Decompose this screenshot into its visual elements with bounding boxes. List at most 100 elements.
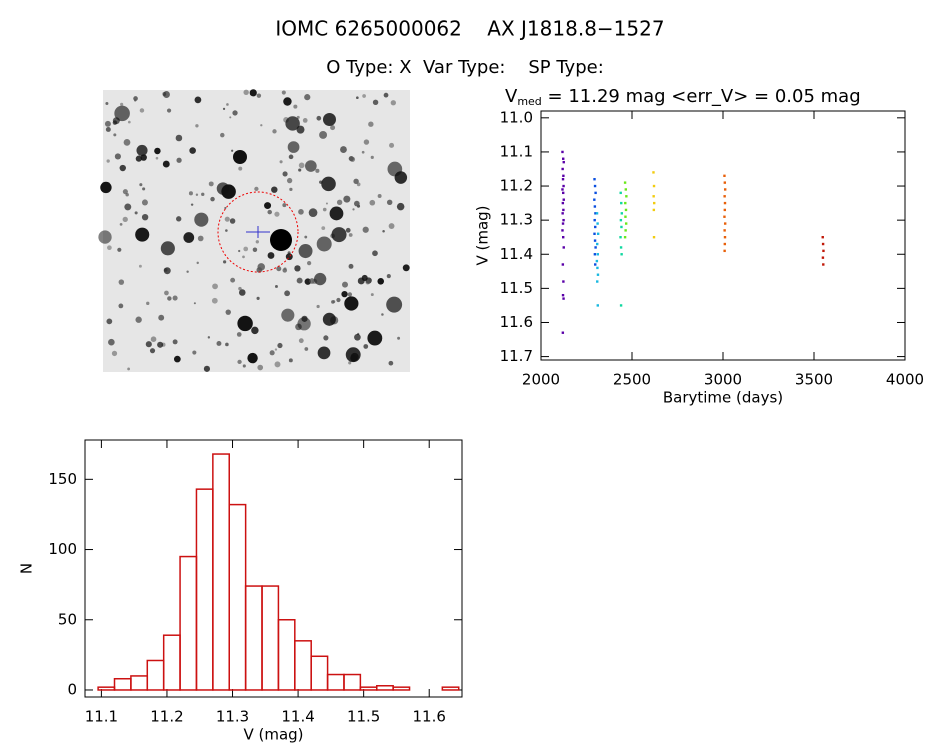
point bbox=[619, 218, 623, 222]
hist-bar bbox=[244, 585, 263, 691]
star bbox=[287, 141, 300, 153]
star bbox=[316, 304, 320, 309]
lc-title-sub: med bbox=[517, 95, 541, 108]
star bbox=[304, 94, 311, 101]
point bbox=[723, 195, 726, 198]
star bbox=[275, 284, 278, 288]
star bbox=[211, 297, 218, 304]
star bbox=[236, 332, 242, 337]
point bbox=[596, 304, 599, 307]
star bbox=[163, 91, 170, 98]
star bbox=[188, 191, 193, 196]
hist-bar bbox=[277, 619, 296, 691]
point bbox=[593, 198, 596, 201]
star bbox=[118, 279, 125, 285]
star bbox=[122, 189, 128, 195]
hist-bar bbox=[376, 685, 394, 691]
star bbox=[208, 181, 214, 187]
point bbox=[619, 304, 623, 307]
star bbox=[298, 162, 305, 169]
star bbox=[377, 194, 382, 198]
star bbox=[388, 360, 394, 366]
star bbox=[319, 131, 328, 139]
x-tick-label: 3000 bbox=[704, 371, 742, 389]
point bbox=[594, 246, 597, 249]
star bbox=[348, 361, 352, 365]
star bbox=[368, 121, 374, 127]
star bbox=[105, 126, 111, 132]
star bbox=[164, 290, 169, 296]
star bbox=[136, 144, 148, 156]
star bbox=[189, 147, 196, 154]
star bbox=[323, 335, 329, 341]
star bbox=[98, 230, 112, 244]
star bbox=[286, 177, 293, 184]
y-tick-label: 11.4 bbox=[500, 245, 533, 263]
point bbox=[593, 239, 597, 242]
star bbox=[118, 303, 124, 309]
point bbox=[562, 174, 565, 178]
star bbox=[274, 211, 280, 217]
hist-bar bbox=[441, 686, 460, 691]
hist-bar bbox=[212, 453, 230, 691]
star bbox=[309, 278, 315, 284]
point bbox=[593, 178, 596, 181]
star bbox=[356, 204, 361, 208]
star bbox=[225, 342, 229, 347]
star bbox=[157, 341, 164, 348]
point bbox=[822, 263, 825, 266]
x-tick-label: 11.5 bbox=[347, 708, 380, 726]
point bbox=[593, 253, 597, 256]
x-tick-label: 4000 bbox=[886, 371, 924, 389]
star bbox=[160, 241, 175, 256]
point bbox=[625, 195, 628, 198]
star bbox=[372, 99, 379, 106]
star bbox=[322, 113, 336, 127]
star bbox=[145, 341, 152, 348]
point bbox=[561, 263, 565, 266]
star bbox=[122, 216, 128, 223]
star bbox=[226, 103, 229, 106]
point bbox=[594, 191, 597, 195]
star bbox=[295, 323, 302, 331]
star bbox=[231, 149, 234, 152]
star bbox=[331, 227, 347, 243]
star bbox=[225, 229, 228, 232]
star bbox=[193, 302, 196, 305]
star bbox=[330, 125, 336, 131]
star bbox=[321, 226, 326, 230]
star bbox=[207, 336, 211, 339]
star bbox=[229, 116, 232, 119]
star bbox=[377, 278, 385, 285]
star bbox=[342, 281, 348, 288]
hist-bar bbox=[294, 640, 312, 691]
star bbox=[336, 199, 343, 206]
star bbox=[196, 261, 199, 265]
point bbox=[562, 208, 565, 212]
star bbox=[389, 142, 395, 148]
star bbox=[154, 147, 161, 155]
point bbox=[619, 236, 622, 239]
star bbox=[158, 314, 165, 321]
point bbox=[822, 249, 825, 253]
hist-bar bbox=[326, 673, 345, 691]
star bbox=[363, 139, 370, 145]
star bbox=[315, 168, 320, 173]
star bbox=[138, 264, 142, 268]
star bbox=[127, 367, 130, 371]
point bbox=[723, 236, 727, 239]
star bbox=[251, 326, 259, 335]
y-tick-label: 100 bbox=[48, 540, 77, 558]
star bbox=[223, 260, 227, 264]
star bbox=[329, 206, 344, 221]
point bbox=[596, 242, 599, 246]
star bbox=[288, 154, 294, 160]
star bbox=[256, 296, 260, 300]
star bbox=[314, 272, 327, 286]
star bbox=[100, 181, 112, 194]
star bbox=[347, 292, 353, 297]
point bbox=[723, 215, 726, 218]
star bbox=[264, 202, 272, 210]
page-title: IOMC 6265000062 AX J1818.8−1527 bbox=[275, 17, 664, 41]
point bbox=[624, 215, 627, 218]
